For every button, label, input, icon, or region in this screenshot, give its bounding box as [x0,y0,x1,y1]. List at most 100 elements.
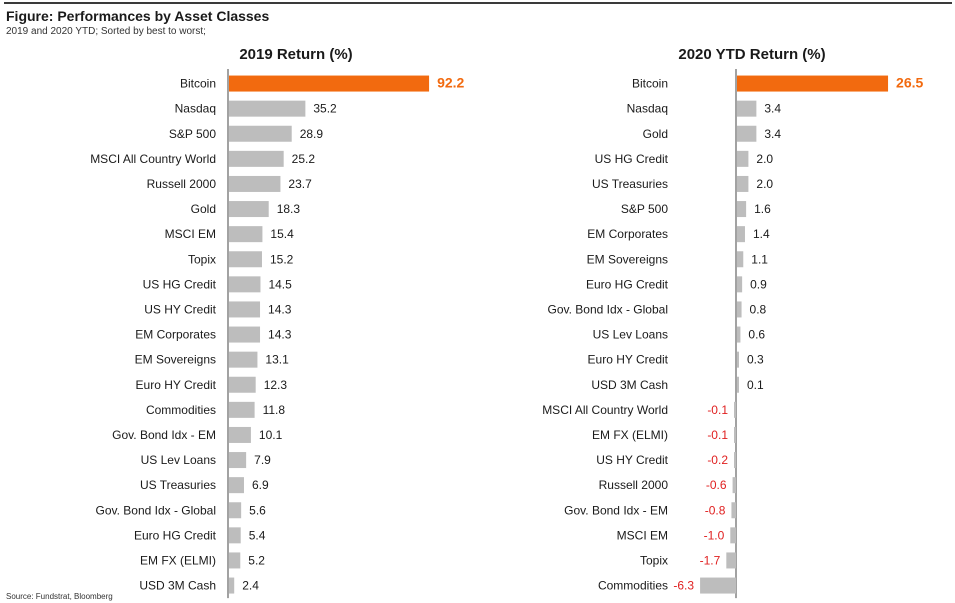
bar-2020-bitcoin [737,75,889,92]
value-label-2019: 5.4 [249,528,266,542]
category-label-2019: Gold [191,202,216,216]
category-label-2019: Nasdaq [175,102,216,116]
bar-2019-euro-hy-credit [229,376,256,393]
value-label-2020: 2.0 [756,152,773,166]
category-label-2020: MSCI EM [617,528,668,542]
bar-2019-em-fx-elmi [229,552,241,569]
source-note: Source: Fundstrat, Bloomberg [6,592,113,601]
category-label-2020: Bitcoin [632,77,668,91]
category-label-2019: Topix [188,252,216,266]
value-label-2019: 14.3 [268,328,292,342]
value-label-2019: 25.2 [292,152,316,166]
value-label-2020: 1.4 [753,227,770,241]
top-rule [4,2,952,4]
value-label-2020: 26.5 [896,75,923,91]
bar-2020-euro-hy-credit [737,351,739,368]
bar-2020-gold [737,125,757,142]
bar-2019-s-p-500 [229,125,292,142]
category-label-2020: Topix [640,553,668,567]
bar-2019-gov-bond-idx-global [229,502,242,519]
value-label-2020: -0.1 [707,428,728,442]
value-label-2019: 13.1 [265,353,289,367]
bar-2020-gov-bond-idx-global [737,301,742,318]
category-label-2020: Nasdaq [627,102,668,116]
bar-2019-us-lev-loans [229,452,247,469]
category-label-2020: Commodities [598,579,668,593]
bar-2020-msci-all-country-world [734,401,736,418]
bar-2020-msci-em [730,527,736,544]
value-label-2020: 0.6 [748,328,765,342]
value-label-2020: -0.1 [707,403,728,417]
category-label-2019: USD 3M Cash [139,579,216,593]
category-label-2019: MSCI EM [165,227,216,241]
bar-2019-us-hg-credit [229,276,261,293]
bar-2020-us-hy-credit [734,452,736,469]
bar-2019-commodities [229,401,255,418]
value-label-2019: 15.4 [270,227,294,241]
value-label-2019: 10.1 [259,428,283,442]
value-label-2019: 5.6 [249,503,266,517]
value-label-2019: 23.7 [288,177,312,191]
category-label-2020: Gold [643,127,668,141]
figure-subtitle: 2019 and 2020 YTD; Sorted by best to wor… [6,26,206,37]
category-label-2019: Gov. Bond Idx - Global [95,503,216,517]
category-label-2019: MSCI All Country World [90,152,216,166]
bar-2019-us-treasuries [229,477,244,494]
value-label-2020: 0.1 [747,378,764,392]
value-label-2019: 11.8 [263,403,286,417]
bar-2020-us-lev-loans [737,326,741,343]
category-label-2019: Euro HY Credit [136,378,217,392]
value-label-2019: 18.3 [277,202,301,216]
value-label-2020: 1.1 [751,252,768,266]
value-label-2020: 0.9 [750,277,767,291]
value-label-2020: -6.3 [673,579,694,593]
category-label-2019: US HY Credit [144,302,216,316]
value-label-2019: 14.3 [268,302,292,316]
category-label-2020: EM Corporates [587,227,668,241]
category-label-2019: Bitcoin [180,77,216,91]
bar-2019-msci-em [229,226,263,243]
category-label-2020: EM FX (ELMI) [592,428,668,442]
bar-2019-topix [229,251,262,268]
value-label-2019: 92.2 [437,75,464,91]
category-label-2019: US Treasuries [140,478,216,492]
category-label-2019: Commodities [146,403,216,417]
category-label-2020: Euro HY Credit [588,353,669,367]
category-label-2020: Gov. Bond Idx - Global [547,302,668,316]
value-label-2020: -0.8 [705,503,726,517]
value-label-2019: 14.5 [268,277,292,291]
value-label-2020: 0.8 [750,302,767,316]
value-label-2020: 3.4 [764,127,781,141]
bar-2020-euro-hg-credit [737,276,743,293]
category-label-2020: US HG Credit [595,152,669,166]
bar-2020-gov-bond-idx-em [731,502,736,519]
value-label-2019: 35.2 [313,102,337,116]
value-label-2020: -0.6 [706,478,727,492]
bar-2020-s-p-500 [737,201,747,218]
category-label-2019: Gov. Bond Idx - EM [112,428,216,442]
category-label-2020: EM Sovereigns [587,252,668,266]
bar-2020-em-fx-elmi [734,426,736,443]
category-label-2019: US Lev Loans [141,453,216,467]
bar-2019-russell-2000 [229,175,281,192]
bar-2020-topix [726,552,736,569]
category-label-2019: EM Sovereigns [135,353,216,367]
bar-2019-em-sovereigns [229,351,258,368]
bar-2020-nasdaq [737,100,757,117]
value-label-2020: 2.0 [756,177,773,191]
value-label-2020: 3.4 [764,102,781,116]
category-label-2020: Euro HG Credit [586,277,669,291]
value-label-2019: 12.3 [264,378,288,392]
bar-2019-msci-all-country-world [229,150,284,167]
category-label-2019: EM Corporates [135,328,216,342]
bar-2020-us-treasuries [737,175,749,192]
value-label-2020: -1.0 [704,528,725,542]
bar-2019-euro-hg-credit [229,527,241,544]
bar-2019-em-corporates [229,326,261,343]
value-label-2020: -1.7 [700,553,721,567]
value-label-2019: 15.2 [270,252,294,266]
category-label-2020: US HY Credit [596,453,668,467]
category-label-2020: US Treasuries [592,177,668,191]
category-label-2020: Gov. Bond Idx - EM [564,503,668,517]
